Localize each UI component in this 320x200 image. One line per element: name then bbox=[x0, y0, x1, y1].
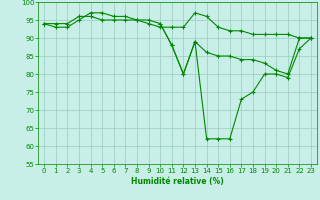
X-axis label: Humidité relative (%): Humidité relative (%) bbox=[131, 177, 224, 186]
